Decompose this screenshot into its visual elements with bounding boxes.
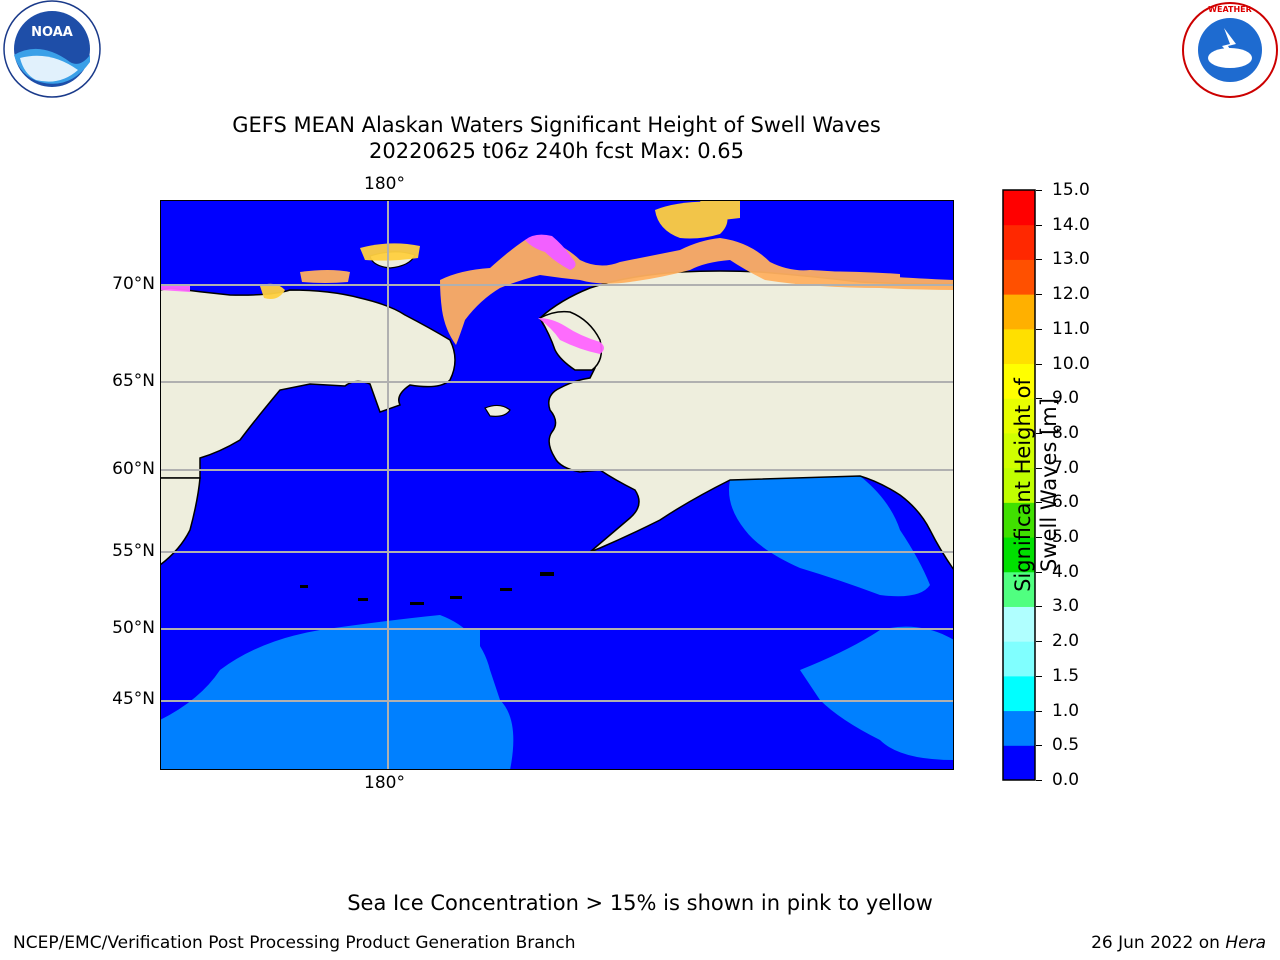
colorbar: [1002, 189, 1036, 781]
aleutian-islands: [300, 572, 554, 605]
colorbar-tick-label: 5.0: [1052, 527, 1080, 548]
colorbar-segment: [1003, 537, 1035, 573]
colorbar-tick-label: 1.5: [1052, 665, 1080, 686]
gridlines: [160, 200, 954, 770]
colorbar-segment: [1003, 363, 1035, 399]
colorbar-tick-label: 6.0: [1052, 492, 1080, 513]
colorbar-segment: [1003, 294, 1035, 330]
colorbar-segment: [1003, 606, 1035, 642]
sea-ice-note: Sea Ice Concentration > 15% is shown in …: [347, 891, 933, 915]
colorbar-tick-label: 12.0: [1052, 284, 1090, 305]
colorbar-tick-mark: [1036, 259, 1042, 261]
colorbar-segment: [1003, 710, 1035, 746]
footer-credit: NCEP/EMC/Verification Post Processing Pr…: [13, 933, 576, 953]
colorbar-tick-label: 4.0: [1052, 561, 1080, 582]
colorbar-tick-mark: [1036, 224, 1042, 226]
chart-title: GEFS MEAN Alaskan Waters Significant Hei…: [232, 113, 881, 137]
colorbar-tick-mark: [1036, 780, 1042, 781]
nws-logo: WEATHER: [1182, 2, 1278, 98]
lat-label-60: 60°N: [112, 459, 155, 479]
lon-label-bottom: 180°: [364, 773, 405, 793]
colorbar-segment: [1003, 432, 1035, 469]
colorbar-tick-mark: [1036, 190, 1042, 191]
swell-region-southwest-2: [210, 628, 480, 700]
colorbar-tick-mark: [1036, 467, 1042, 469]
colorbar-tick-mark: [1036, 363, 1042, 365]
colorbar-tick-label: 10.0: [1052, 353, 1090, 374]
colorbar-tick-label: 2.0: [1052, 631, 1080, 652]
colorbar-tick-label: 15.0: [1052, 180, 1090, 200]
colorbar-segment: [1003, 502, 1035, 538]
land-kamchatka: [160, 477, 201, 566]
colorbar-tick-mark: [1036, 606, 1042, 608]
colorbar-segment: [1003, 398, 1035, 434]
colorbar-tick-label: 9.0: [1052, 388, 1080, 409]
colorbar-segment: [1003, 328, 1035, 365]
colorbar-tick-mark: [1036, 641, 1042, 643]
footer-date: 26 Jun 2022 on Hera: [1091, 933, 1266, 953]
colorbar-tick-mark: [1036, 745, 1042, 747]
colorbar-frame: [1002, 189, 1036, 781]
swell-region-gulf: [729, 476, 930, 597]
noaa-logo-text: NOAA: [31, 25, 73, 40]
colorbar-tick-mark: [1036, 537, 1042, 539]
map-panel: [160, 200, 954, 770]
lat-label-65: 65°N: [112, 371, 155, 391]
colorbar-segment: [1003, 571, 1035, 607]
colorbar-tick-label: 14.0: [1052, 214, 1090, 235]
colorbar-segment: [1003, 745, 1035, 781]
lat-label-45: 45°N: [112, 689, 155, 709]
colorbar-tick-mark: [1036, 710, 1042, 712]
colorbar-tick-mark: [1036, 432, 1042, 434]
svg-text:WEATHER: WEATHER: [1208, 5, 1252, 14]
colorbar-tick-label: 3.0: [1052, 596, 1080, 617]
colorbar-segment: [1003, 224, 1035, 260]
colorbar-tick-mark: [1036, 571, 1042, 573]
footer-host: Hera: [1225, 933, 1266, 953]
colorbar-tick-label: 8.0: [1052, 422, 1080, 443]
colorbar-tick-label: 7.0: [1052, 457, 1080, 478]
footer-date-text: 26 Jun 2022 on: [1091, 933, 1226, 953]
colorbar-segment: [1003, 259, 1035, 295]
land-st-lawrence: [484, 404, 511, 417]
colorbar-segment: [1003, 641, 1035, 677]
colorbar-tick-label: 1.0: [1052, 700, 1080, 721]
colorbar-tick-label: 13.0: [1052, 249, 1090, 270]
colorbar-tick-label: 11.0: [1052, 318, 1090, 339]
chart-subtitle: 20220625 t06z 240h fcst Max: 0.65: [369, 139, 744, 163]
colorbar-tick-mark: [1036, 675, 1042, 677]
swell-region-southeast: [800, 626, 954, 760]
lon-label-top: 180°: [364, 174, 405, 194]
colorbar-segment: [1003, 190, 1035, 226]
colorbar-tick-label: 0.5: [1052, 735, 1080, 756]
lat-label-70: 70°N: [112, 274, 155, 294]
colorbar-tick-label: 0.0: [1052, 770, 1080, 790]
lat-label-55: 55°N: [112, 541, 155, 561]
sea-ice: [160, 200, 954, 354]
colorbar-segment: [1003, 467, 1035, 503]
colorbar-tick-mark: [1036, 398, 1042, 400]
lat-label-50: 50°N: [112, 618, 155, 638]
colorbar-tick-mark: [1036, 294, 1042, 296]
colorbar-label: Significant Height of Swell Waves [m]: [1011, 378, 1061, 592]
noaa-logo: NOAA: [3, 0, 101, 98]
colorbar-segment: [1003, 675, 1035, 712]
colorbar-tick-mark: [1036, 328, 1042, 330]
colorbar-tick-mark: [1036, 502, 1042, 504]
